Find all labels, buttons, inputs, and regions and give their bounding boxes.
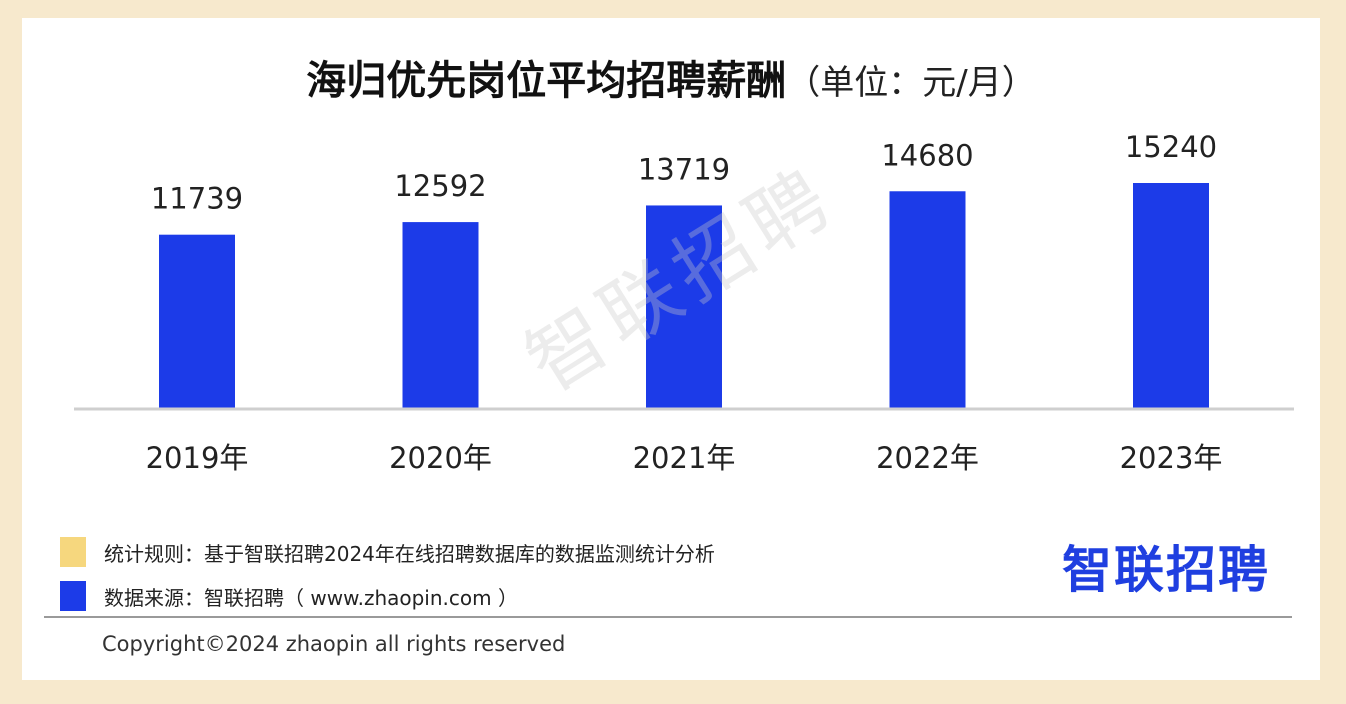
bar [889,191,966,408]
bar [1133,183,1209,408]
legend-swatch-yellow [60,537,86,567]
category-label: 2020年 [389,441,492,475]
category-label: 2023年 [1120,441,1223,475]
data-label: 12592 [394,169,486,203]
data-label: 15240 [1125,130,1217,164]
bar [159,234,235,408]
chart-card: 海归优先岗位平均招聘薪酬（单位：元/月） 11739 2019年 12592 2020… [22,18,1320,680]
legend-swatch-blue [60,581,86,611]
data-label: 11739 [151,182,243,216]
zhaopin-logo: 智联招聘 [1062,541,1270,599]
legend: 统计规则：基于智联招聘2024年在线招聘数据库的数据监测统计分析 数据来源：智联… [60,530,715,618]
bar [402,222,479,408]
legend-item-source: 数据来源：智联招聘（ www.zhaopin.com ） [60,574,715,618]
legend-item-rule: 统计规则：基于智联招聘2024年在线招聘数据库的数据监测统计分析 [60,530,715,574]
legend-label-source: 数据来源：智联招聘（ www.zhaopin.com ） [104,585,518,610]
category-label: 2022年 [876,441,979,475]
legend-label-rule: 统计规则：基于智联招聘2024年在线招聘数据库的数据监测统计分析 [104,541,715,566]
title-unit: （单位：元/月） [786,63,1036,103]
footer-divider [44,616,1292,618]
title-main: 海归优先岗位平均招聘薪酬 [306,58,787,104]
data-label: 14680 [881,138,973,172]
category-label: 2019年 [146,441,249,475]
data-label: 13719 [638,152,730,186]
bar [646,205,722,408]
category-label: 2021年 [633,441,736,475]
chart-title: 海归优先岗位平均招聘薪酬（单位：元/月） [22,48,1320,106]
bar-chart: 11739 2019年 12592 2020年 13719 2021年 14680 2022年… [74,130,1294,475]
copyright-text: Copyright©2024 zhaopin all rights reserv… [102,632,566,656]
